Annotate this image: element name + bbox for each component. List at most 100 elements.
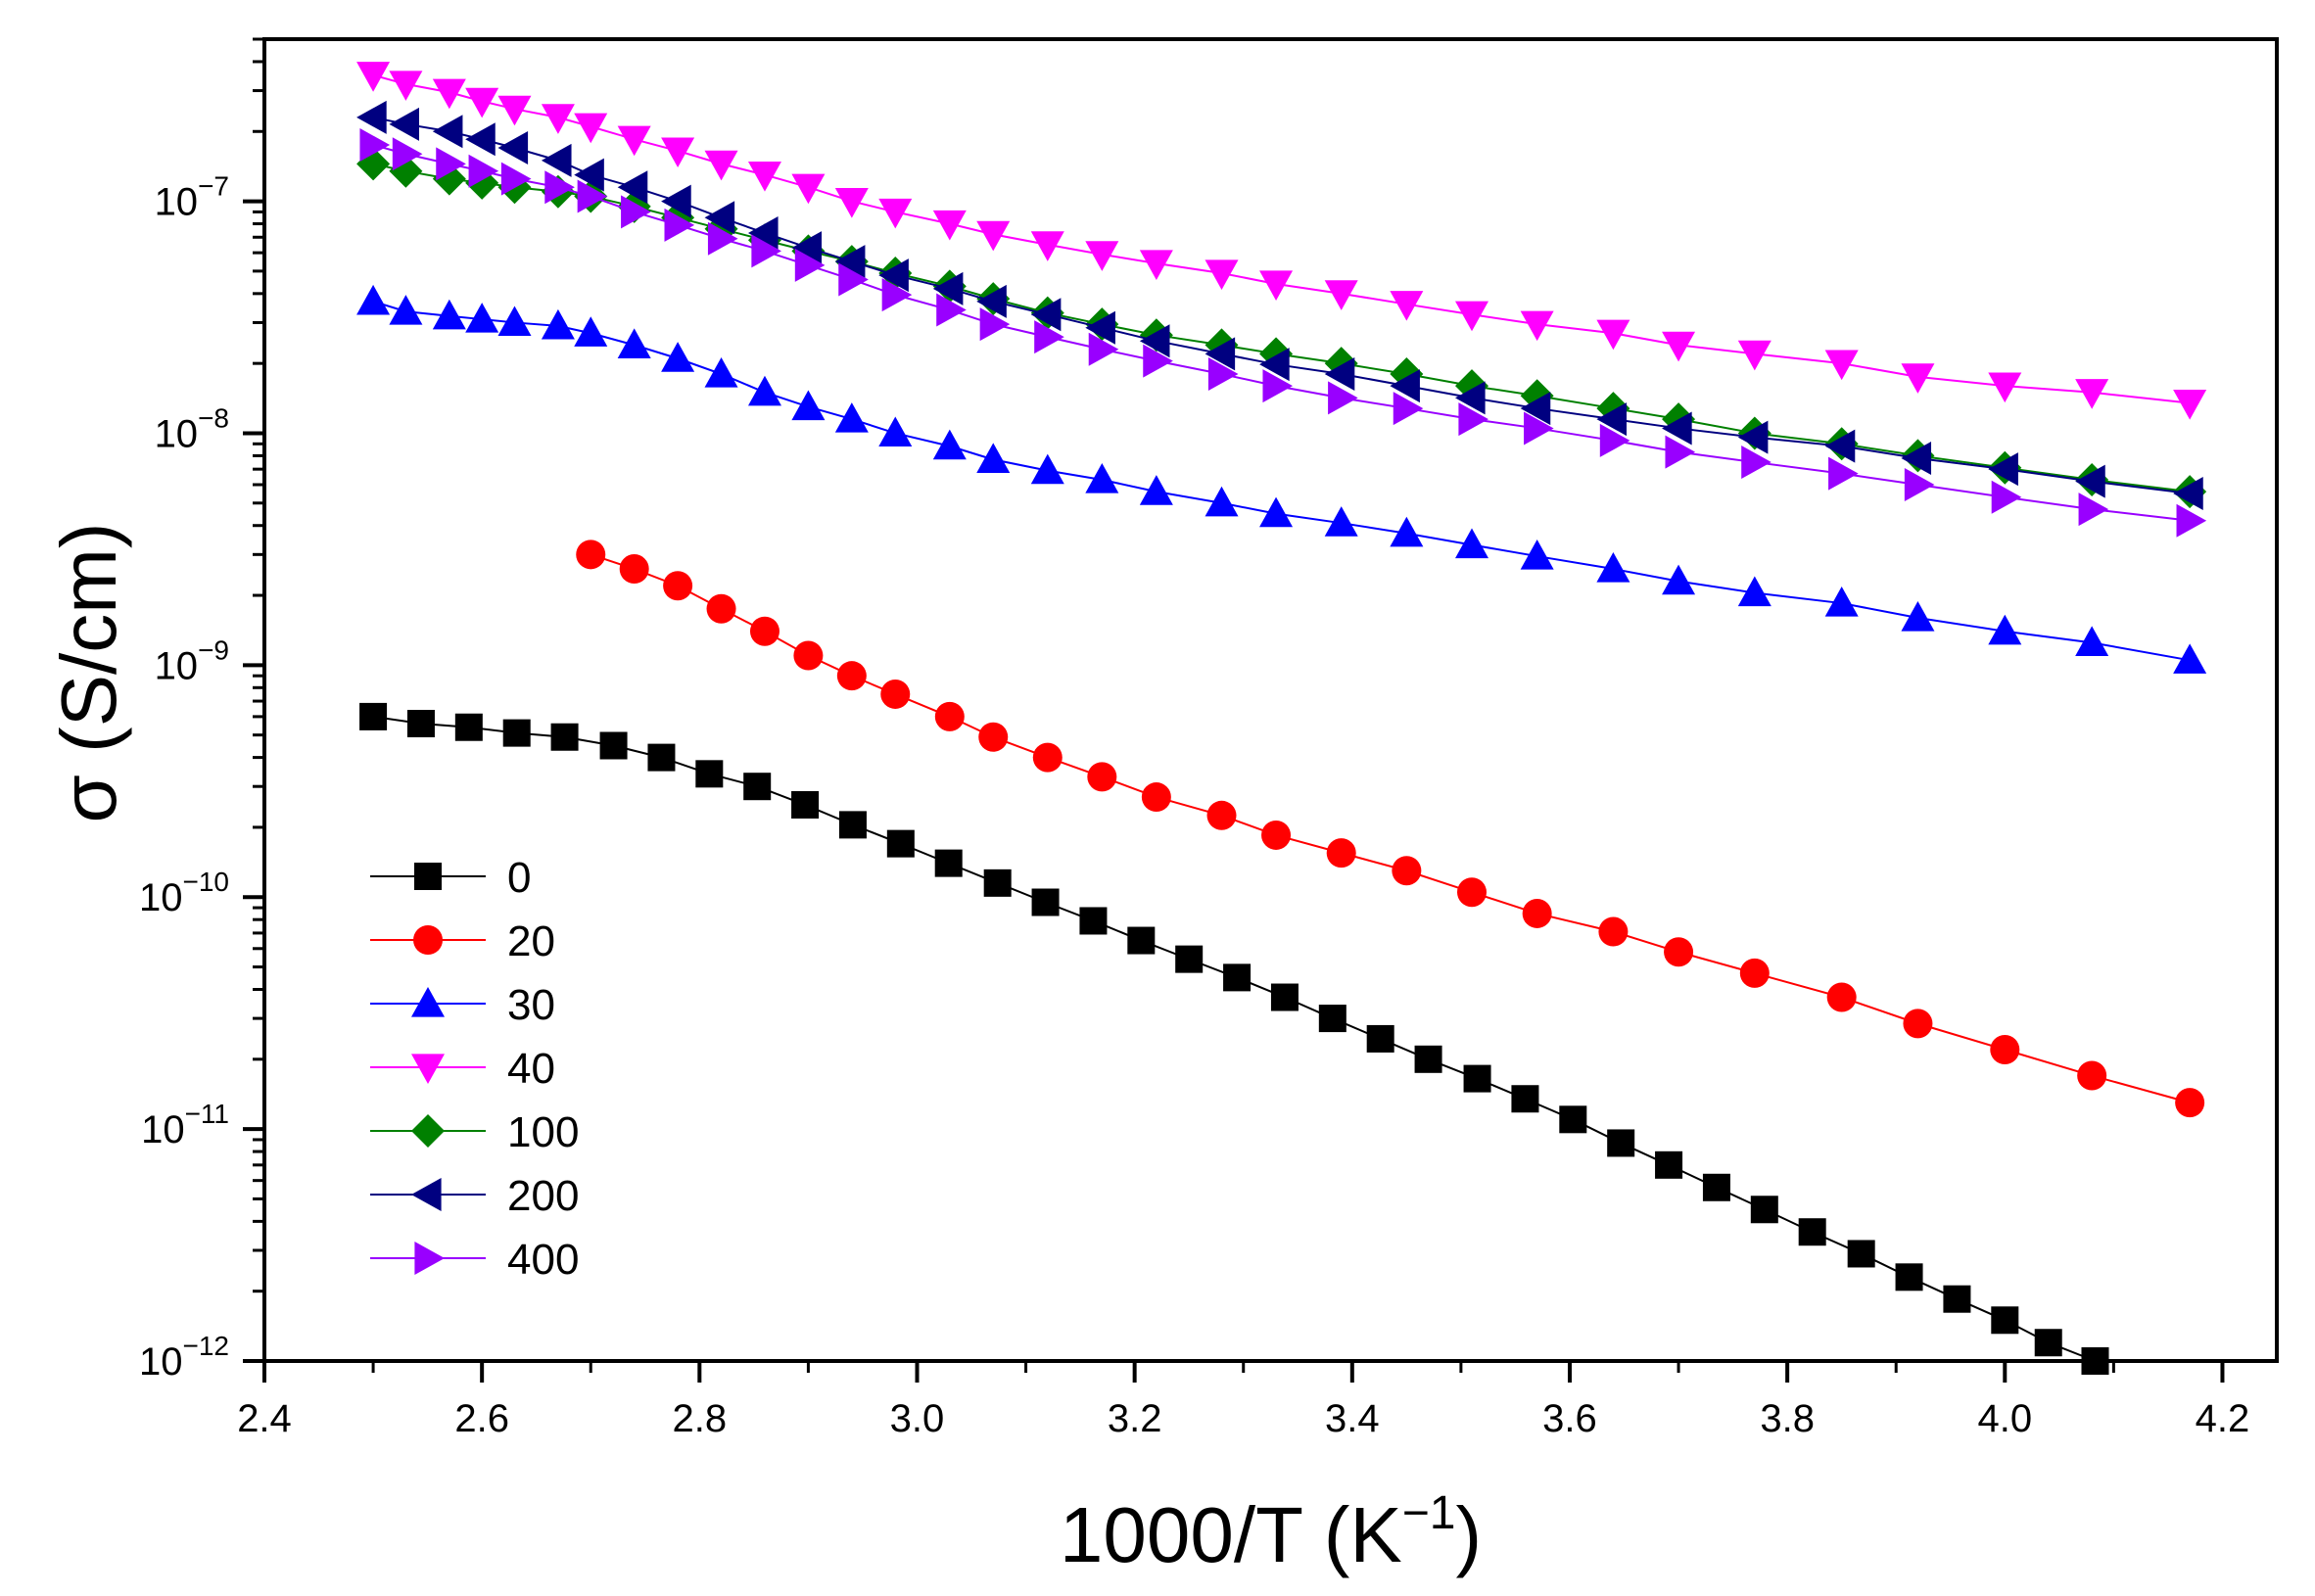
data-point xyxy=(356,62,391,92)
data-point xyxy=(1079,907,1108,935)
data-point xyxy=(1739,958,1770,988)
data-point xyxy=(1127,926,1156,955)
data-point xyxy=(432,78,466,110)
data-point xyxy=(1143,344,1173,378)
data-point xyxy=(1559,1105,1587,1134)
data-point xyxy=(743,773,772,801)
x-tick-label: 4.0 xyxy=(1977,1397,2032,1440)
data-point xyxy=(356,100,387,134)
data-point xyxy=(1904,468,1935,502)
data-point xyxy=(1599,423,1630,457)
data-point xyxy=(663,571,693,601)
data-point xyxy=(1085,310,1115,345)
data-point xyxy=(617,125,651,157)
data-point xyxy=(661,137,695,168)
series-40 xyxy=(356,62,2207,420)
data-point xyxy=(1737,420,1769,454)
data-point xyxy=(1034,320,1064,354)
data-point xyxy=(1455,301,1488,332)
x-axis-title-sup: −1 xyxy=(1402,1487,1456,1539)
data-point xyxy=(1524,411,1554,446)
data-point xyxy=(454,713,483,741)
data-point xyxy=(706,593,736,624)
y-tick-base: 10 xyxy=(155,412,199,455)
data-point xyxy=(1988,614,2022,645)
data-point xyxy=(406,709,435,737)
x-tick-label: 4.2 xyxy=(2196,1397,2250,1440)
data-point xyxy=(621,195,651,229)
data-point xyxy=(576,540,606,570)
y-tick-base: 10 xyxy=(139,1340,183,1384)
data-point xyxy=(932,271,964,305)
data-point xyxy=(541,308,575,340)
data-point xyxy=(1139,324,1170,358)
data-point xyxy=(1393,392,1424,426)
y-tick-exponent: −11 xyxy=(185,1099,229,1129)
data-point xyxy=(1662,331,1696,362)
data-point xyxy=(1988,372,2022,403)
data-point xyxy=(838,262,869,297)
x-tick-label: 3.0 xyxy=(890,1397,945,1440)
data-point xyxy=(704,356,738,388)
data-point xyxy=(747,215,779,250)
data-point xyxy=(2078,493,2109,527)
data-point xyxy=(1205,259,1239,290)
data-point xyxy=(886,829,915,858)
data-point xyxy=(934,849,963,877)
data-point xyxy=(497,95,532,126)
y-tick-label: 10−11 xyxy=(141,1099,229,1151)
data-point xyxy=(1824,350,1859,381)
data-point xyxy=(983,868,1012,897)
data-point xyxy=(1324,356,1355,391)
y-tick-exponent: −7 xyxy=(198,171,229,202)
y-tick-base: 10 xyxy=(155,181,199,224)
data-point xyxy=(432,115,463,149)
legend-marker xyxy=(414,1242,445,1275)
x-tick-label: 2.6 xyxy=(454,1397,509,1440)
data-point xyxy=(550,723,579,751)
data-point xyxy=(1085,462,1119,493)
data-point xyxy=(793,640,824,671)
data-point xyxy=(1824,587,1859,617)
data-point xyxy=(432,299,466,330)
data-point xyxy=(791,390,826,421)
data-point xyxy=(1318,1005,1346,1033)
data-point xyxy=(1828,456,1859,491)
data-point xyxy=(751,234,781,268)
data-point xyxy=(544,170,575,205)
x-tick-label: 2.8 xyxy=(673,1397,728,1440)
data-point xyxy=(1139,250,1173,280)
x-tick-label: 3.6 xyxy=(1542,1397,1597,1440)
data-point xyxy=(465,122,496,157)
data-point xyxy=(497,305,532,337)
data-point xyxy=(932,210,967,241)
data-point xyxy=(878,258,909,293)
y-axis-title: σ (S/cm) xyxy=(45,522,132,822)
data-point xyxy=(791,790,820,819)
data-point xyxy=(1520,392,1551,426)
data-point xyxy=(500,162,532,196)
data-point xyxy=(794,248,826,282)
data-point xyxy=(1826,982,1857,1012)
data-point xyxy=(976,443,1011,473)
data-point xyxy=(836,661,867,691)
data-point xyxy=(1903,1009,1933,1039)
legend-marker xyxy=(411,1178,442,1211)
series-400 xyxy=(359,128,2207,538)
data-point xyxy=(932,429,967,460)
y-tick-label: 10−9 xyxy=(155,634,229,687)
data-point xyxy=(502,719,531,747)
legend-label: 20 xyxy=(507,917,555,965)
series-20 xyxy=(576,540,2205,1118)
y-tick-label: 10−8 xyxy=(155,402,229,455)
data-point xyxy=(747,161,781,192)
data-point xyxy=(1324,506,1358,537)
data-point xyxy=(1207,356,1239,391)
y-tick-exponent: −9 xyxy=(198,634,229,665)
data-point xyxy=(1031,888,1060,916)
y-tick-label: 10−7 xyxy=(155,171,229,224)
data-point xyxy=(1030,231,1064,261)
data-point xyxy=(1206,800,1237,830)
